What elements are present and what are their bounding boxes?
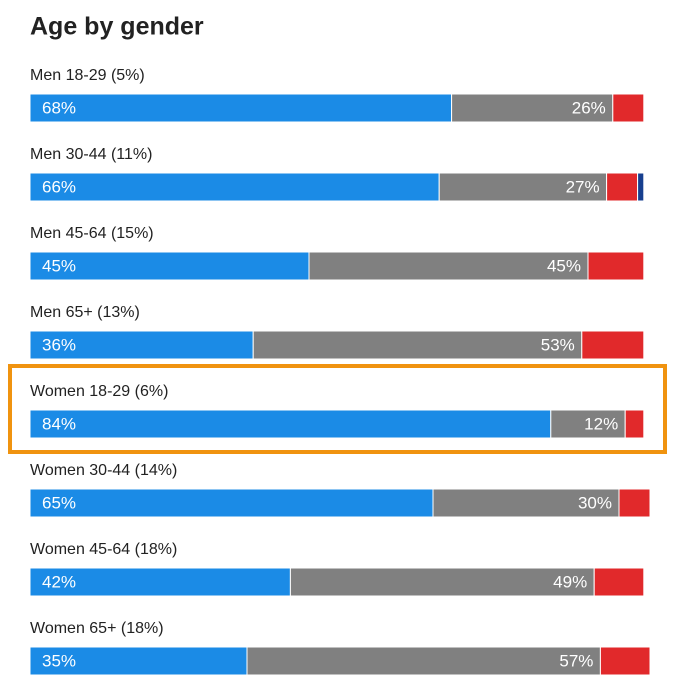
value-label: 42% [42,572,76,591]
bar-segment [612,93,645,123]
bar-segment [246,646,601,676]
value-label: 65% [42,493,76,512]
category-label: Women 18-29 (6%) [30,383,168,400]
bar-segment [550,409,626,439]
value-label: 12% [584,414,618,433]
value-label: 36% [42,335,76,354]
bar-segment [438,172,608,202]
bar-segment [29,93,453,123]
value-label: 49% [553,572,587,591]
bar-segment [618,488,651,518]
bar-segment [29,172,440,202]
category-label: Women 30-44 (14%) [30,462,177,479]
bar-segment [599,646,651,676]
value-label: 45% [42,256,76,275]
bar-segment [606,172,639,202]
value-label: 66% [42,177,76,196]
chart-title: Age by gender [30,13,204,41]
bar-segment [252,330,583,360]
bar-segment [451,93,614,123]
bar-segment [29,330,254,360]
bar-segment [29,567,291,597]
bar-segment [432,488,620,518]
bar-segment [289,567,595,597]
bar-segment [29,646,248,676]
bar-segment [624,409,645,439]
value-label: 35% [42,651,76,670]
value-label: 26% [572,98,606,117]
value-label: 53% [541,335,575,354]
value-label: 84% [42,414,76,433]
value-label: 30% [578,493,612,512]
category-label: Women 45-64 (18%) [30,541,177,558]
value-label: 27% [566,177,600,196]
category-label: Men 45-64 (15%) [30,225,154,242]
value-label: 57% [559,651,593,670]
bar-segment [637,172,645,202]
category-label: Men 30-44 (11%) [30,146,152,163]
bar-segment [587,251,645,281]
bar-segment [29,409,552,439]
value-label: 45% [547,256,581,275]
category-label: Men 65+ (13%) [30,304,140,321]
value-label: 68% [42,98,76,117]
category-label: Women 65+ (18%) [30,620,164,637]
bar-segment [581,330,645,360]
bar-segment [29,251,310,281]
category-label: Men 18-29 (5%) [30,67,145,84]
bar-segment [593,567,645,597]
bar-segment [29,488,434,518]
highlight-box [8,364,667,454]
